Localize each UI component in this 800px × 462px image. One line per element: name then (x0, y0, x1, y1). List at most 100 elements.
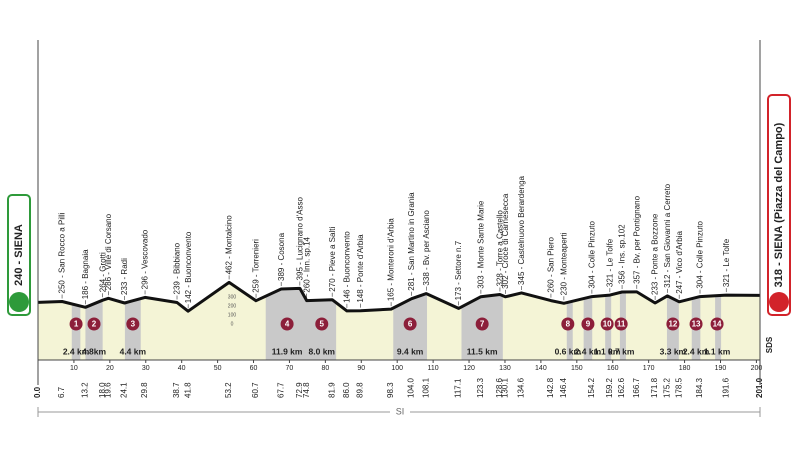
sector-marker (600, 317, 614, 331)
waypoint-label: 148 - Ponte d'Arbia (356, 234, 365, 303)
x-tick-label: 140 (535, 365, 547, 372)
alt-scale-label: 0 (231, 321, 234, 327)
waypoint-km: 154.2 (587, 377, 596, 398)
waypoint-km: 162.6 (617, 377, 626, 398)
alt-scale-label: 100 (228, 312, 237, 318)
waypoint-label: 286 - Ville di Corsano (104, 213, 113, 290)
sector-length: 1.1 km (704, 346, 731, 356)
sector-number: 14 (713, 320, 722, 329)
sector-length: 2.4 km (575, 346, 602, 356)
sector-length: 8.0 km (309, 346, 336, 356)
sector-marker (280, 317, 294, 331)
waypoint-label: 296 - Vescovado (141, 229, 150, 289)
waypoint-label: 345 - Castelnuovo Berardenga (517, 175, 526, 285)
sector-marker (475, 317, 489, 331)
x-tick-label: 110 (428, 365, 439, 372)
sector-length: 11.9 km (272, 346, 303, 356)
x-tick-label: 200 (751, 365, 763, 372)
sector-length: 4.8km (82, 346, 107, 356)
waypoint-km: 171.8 (650, 377, 659, 398)
waypoint-km: 67.7 (276, 382, 285, 398)
sector-number: 6 (408, 320, 413, 329)
waypoint-km: 72.9 (295, 382, 304, 398)
waypoint-km: 13.2 (81, 382, 90, 398)
x-tick-label: 20 (106, 365, 114, 372)
waypoint-label: 395 - Lucignano d'Asso (295, 197, 304, 281)
waypoint-label: 302 - Croce di Carnesecca (501, 193, 510, 289)
sector-number: 12 (668, 320, 677, 329)
sector-number: 3 (131, 320, 136, 329)
waypoint-km: 146.4 (559, 377, 568, 398)
waypoint-label: 356 - Ins. sp.102 (618, 224, 627, 284)
waypoint-km: 24.1 (120, 382, 129, 398)
sector-band (715, 282, 722, 360)
waypoint-label: 462 - Montalcino (225, 215, 234, 275)
waypoint-label: 304 - Colle Pinzuto (696, 220, 705, 288)
waypoint-label: 230 - Monteaperti (559, 232, 568, 295)
waypoint-km: 134.6 (517, 377, 526, 398)
waypoint-label: 328 - Torre a Castello (496, 210, 505, 287)
x-tick-label: 10 (70, 365, 78, 372)
waypoint-label: 260 - Inn. sp.14 (302, 236, 311, 292)
waypoint-label: 281 - San Martino in Grania (407, 192, 416, 291)
waypoint-km: 41.8 (183, 382, 192, 398)
waypoint-label: 389 - Cosona (277, 232, 286, 281)
waypoint-label: 338 - Bv. per Asciano (422, 210, 431, 286)
sector-length: 2.4 km (63, 346, 90, 356)
start-km: 0.0 (33, 386, 42, 398)
x-tick-label: 130 (499, 365, 511, 372)
waypoint-label: 321 - Le Tolfe (605, 238, 614, 287)
waypoint-km: 178.5 (674, 377, 683, 398)
waypoint-km: 81.9 (327, 382, 336, 398)
sector-number: 11 (617, 320, 626, 329)
waypoint-km: 130.1 (500, 377, 509, 398)
x-tick-label: 180 (679, 365, 691, 372)
sector-marker (69, 317, 83, 331)
sector-marker (315, 317, 329, 331)
waypoint-km: 184.3 (695, 377, 704, 398)
sector-number: 2 (92, 320, 97, 329)
waypoint-km: 142.8 (546, 377, 555, 398)
waypoint-km: 191.6 (721, 377, 730, 398)
region-label: SI (396, 406, 405, 416)
sector-marker (403, 317, 417, 331)
waypoint-label: 321 - Le Tolfe (722, 238, 731, 287)
finish-icon (769, 292, 789, 312)
sector-number: 13 (692, 320, 701, 329)
waypoint-label: 264 - Grotti (98, 252, 107, 292)
waypoint-label: 303 - Monte Sante Marie (477, 200, 486, 289)
x-tick-label: 160 (607, 365, 619, 372)
waypoint-label: 233 - Radi (120, 258, 129, 295)
sector-length: 11.5 km (467, 346, 498, 356)
start-label: 240 - SIENA (13, 224, 25, 286)
sector-length: 4.4 km (120, 346, 147, 356)
x-tick-label: 40 (178, 365, 186, 372)
waypoint-km: 19.6 (104, 382, 113, 398)
sector-marker (87, 317, 101, 331)
sector-number: 10 (603, 320, 612, 329)
waypoint-label: 259 - Torrenieri (252, 239, 261, 293)
x-tick-label: 150 (571, 365, 583, 372)
sector-marker (614, 317, 628, 331)
waypoint-km: 104.0 (407, 377, 416, 398)
start-icon (9, 292, 29, 312)
waypoint-label: 270 - Pieve a Salti (328, 227, 337, 292)
waypoint-km: 60.7 (251, 382, 260, 398)
waypoint-km: 175.2 (662, 377, 671, 398)
waypoint-label: 304 - Colle Pinzuto (588, 220, 597, 288)
finish-box (767, 94, 791, 316)
sector-number: 9 (586, 320, 591, 329)
waypoint-km: 128.6 (495, 377, 504, 398)
sector-number: 8 (566, 320, 571, 329)
waypoint-label: 233 - Ponte a Bozzone (651, 213, 660, 295)
sector-marker (126, 317, 140, 331)
x-tick-label: 70 (286, 365, 294, 372)
waypoint-km: 6.7 (57, 386, 66, 398)
alt-scale-label: 200 (228, 303, 237, 309)
sector-length: 9.4 km (397, 346, 424, 356)
sector-length: 0.6 km (555, 346, 582, 356)
sector-marker (581, 317, 595, 331)
region-gap (390, 405, 410, 419)
x-tick-label: 30 (142, 365, 150, 372)
